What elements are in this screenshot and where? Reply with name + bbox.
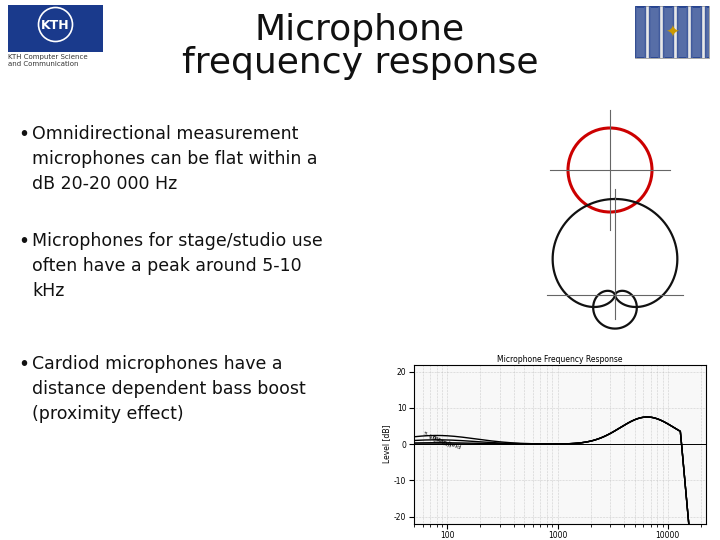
Y-axis label: Level [dB]: Level [dB] (382, 425, 391, 463)
FancyBboxPatch shape (635, 6, 709, 58)
Text: •: • (18, 355, 29, 374)
Text: 30 cm: 30 cm (432, 437, 452, 448)
Text: Microphones for stage/studio use
often have a peak around 5-10
kHz: Microphones for stage/studio use often h… (32, 232, 323, 300)
Text: •: • (18, 125, 29, 144)
Text: •: • (18, 232, 29, 251)
Text: ✦: ✦ (665, 24, 679, 42)
Text: Omnidirectional measurement
microphones can be flat within a
dB 20-20 000 Hz: Omnidirectional measurement microphones … (32, 125, 318, 193)
Text: Cardiod microphones have a
distance dependent bass boost
(proximity effect): Cardiod microphones have a distance depe… (32, 355, 306, 423)
Title: Microphone Frequency Response: Microphone Frequency Response (497, 355, 623, 364)
Text: frequency response: frequency response (181, 46, 539, 80)
Text: KTH: KTH (41, 19, 70, 32)
Text: KTH Computer Science
and Communication: KTH Computer Science and Communication (8, 54, 88, 68)
Text: far field: far field (436, 437, 461, 450)
Text: Microphone: Microphone (255, 13, 465, 47)
Bar (8, 5, 103, 52)
Text: 5 cm: 5 cm (423, 431, 439, 441)
Text: 10 cm: 10 cm (427, 434, 447, 446)
